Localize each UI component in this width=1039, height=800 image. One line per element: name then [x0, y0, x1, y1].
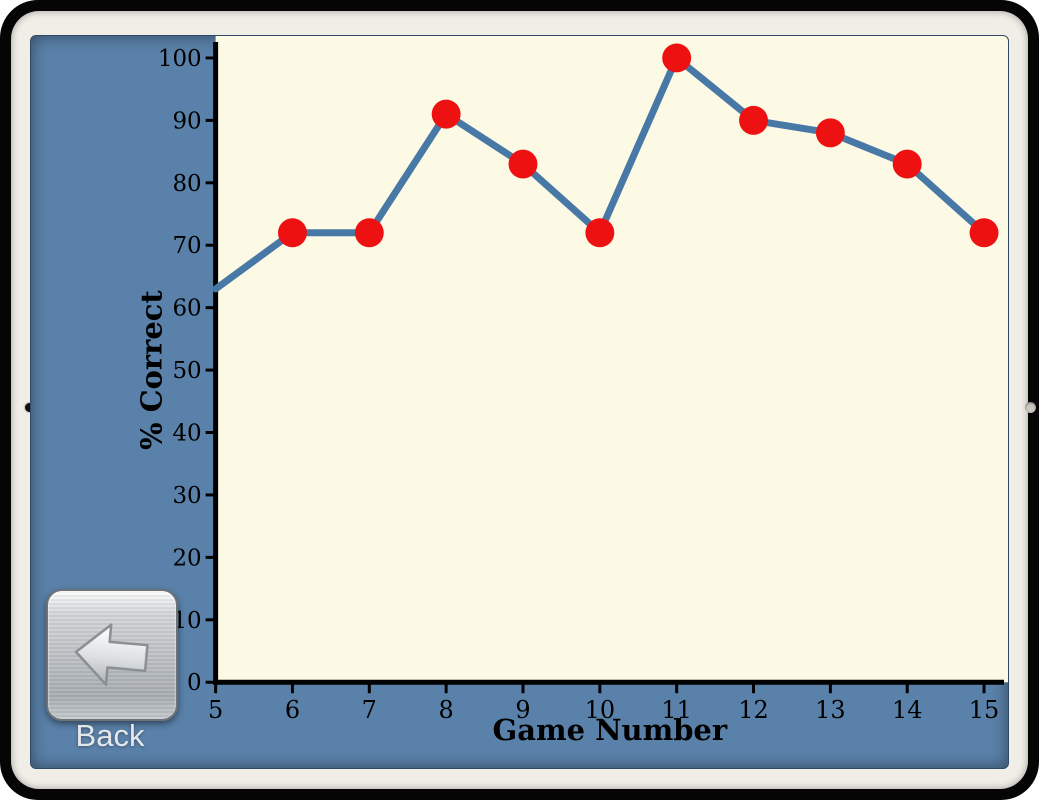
back-button[interactable]	[46, 589, 178, 721]
bezel-camera-dot	[25, 403, 34, 412]
x-tick-label: 11	[661, 696, 691, 724]
data-point	[354, 218, 384, 248]
plot-area	[215, 36, 1008, 683]
y-tick-label: 90	[172, 108, 201, 134]
data-point	[892, 149, 922, 179]
data-point	[739, 105, 768, 135]
x-tick-label: 8	[439, 696, 454, 724]
x-tick-label: 15	[969, 696, 999, 724]
data-point	[508, 149, 538, 179]
x-tick-label: 7	[362, 696, 377, 724]
bezel-side-dot	[1025, 402, 1036, 413]
back-button-label: Back	[75, 718, 145, 753]
x-tick-label: 9	[515, 696, 530, 724]
data-point	[662, 43, 692, 73]
y-tick-label: 40	[172, 421, 201, 447]
x-tick-label: 10	[585, 696, 615, 724]
y-tick-label: 50	[172, 358, 201, 384]
tablet-bezel: 0 10 20 30 40 50 60 70 80 90 100 5 6 7 8 9 10 11 12 13 14 15 G…	[11, 11, 1036, 789]
x-tick-label: 5	[208, 696, 223, 724]
data-point	[585, 218, 615, 248]
data-point	[815, 118, 845, 148]
x-tick-label: 12	[738, 696, 768, 724]
y-axis-label: % Correct	[135, 290, 169, 450]
x-tick-label: 6	[285, 696, 300, 724]
data-point	[277, 218, 307, 248]
y-tick-label: 100	[158, 46, 202, 72]
app-screen: 0 10 20 30 40 50 60 70 80 90 100 5 6 7 8 9 10 11 12 13 14 15 G…	[30, 35, 1009, 769]
data-point	[969, 218, 999, 248]
x-tick-label: 14	[892, 696, 922, 724]
y-tick-label: 70	[172, 233, 201, 259]
x-tick-label: 13	[815, 696, 845, 724]
back-arrow-icon	[74, 623, 149, 686]
data-point	[431, 99, 461, 129]
y-tick-label: 80	[172, 171, 201, 197]
y-tick-label: 30	[172, 483, 201, 509]
x-axis-label: Game Number	[493, 713, 728, 747]
y-tick-label: 20	[172, 545, 201, 571]
y-tick-label: 60	[172, 296, 201, 322]
y-tick-label: 0	[187, 670, 202, 696]
